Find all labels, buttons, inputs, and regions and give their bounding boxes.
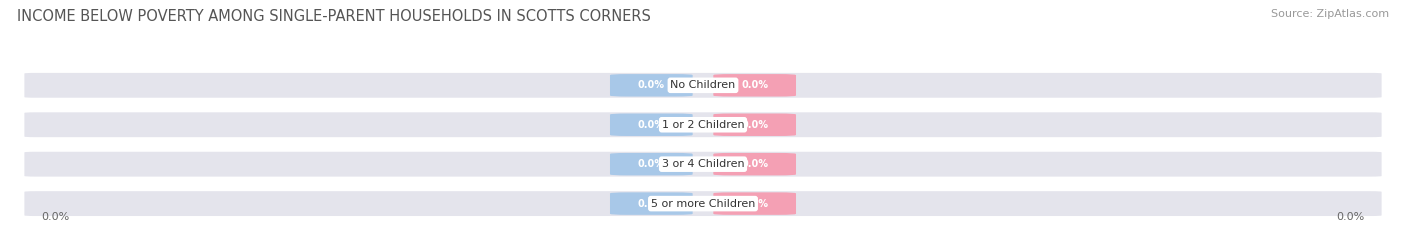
FancyBboxPatch shape <box>24 152 1382 177</box>
FancyBboxPatch shape <box>610 113 693 136</box>
FancyBboxPatch shape <box>24 112 1382 137</box>
FancyBboxPatch shape <box>713 74 796 96</box>
Text: 0.0%: 0.0% <box>638 159 665 169</box>
Text: 0.0%: 0.0% <box>741 199 768 209</box>
FancyBboxPatch shape <box>610 153 693 175</box>
Text: Source: ZipAtlas.com: Source: ZipAtlas.com <box>1271 9 1389 19</box>
Text: 0.0%: 0.0% <box>42 212 70 223</box>
Text: 0.0%: 0.0% <box>1336 212 1364 223</box>
FancyBboxPatch shape <box>610 74 693 96</box>
Text: 0.0%: 0.0% <box>638 199 665 209</box>
Text: 0.0%: 0.0% <box>638 120 665 130</box>
Text: No Children: No Children <box>671 80 735 90</box>
Text: 0.0%: 0.0% <box>741 80 768 90</box>
Text: 3 or 4 Children: 3 or 4 Children <box>662 159 744 169</box>
Text: 0.0%: 0.0% <box>741 120 768 130</box>
FancyBboxPatch shape <box>24 73 1382 98</box>
FancyBboxPatch shape <box>610 192 693 215</box>
FancyBboxPatch shape <box>713 113 796 136</box>
FancyBboxPatch shape <box>24 191 1382 216</box>
Text: INCOME BELOW POVERTY AMONG SINGLE-PARENT HOUSEHOLDS IN SCOTTS CORNERS: INCOME BELOW POVERTY AMONG SINGLE-PARENT… <box>17 9 651 24</box>
Text: 1 or 2 Children: 1 or 2 Children <box>662 120 744 130</box>
Text: 5 or more Children: 5 or more Children <box>651 199 755 209</box>
FancyBboxPatch shape <box>713 192 796 215</box>
Text: 0.0%: 0.0% <box>638 80 665 90</box>
Text: 0.0%: 0.0% <box>741 159 768 169</box>
FancyBboxPatch shape <box>713 153 796 175</box>
